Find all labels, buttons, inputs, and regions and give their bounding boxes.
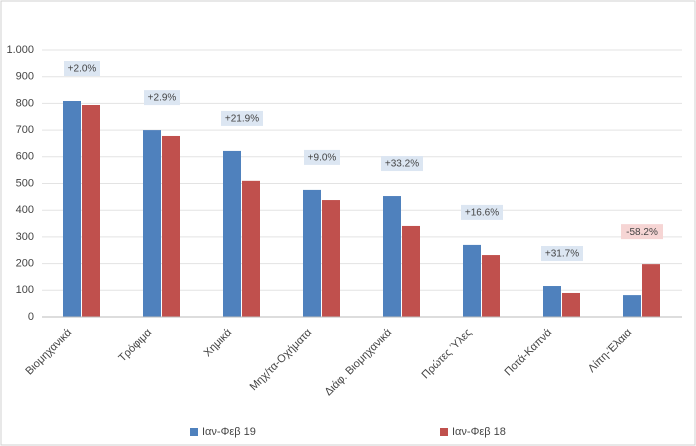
bar [162,135,180,317]
bar [63,100,81,317]
y-tick-label: 900 [16,71,34,83]
annotation: +16.6% [465,208,499,219]
bar [383,196,401,317]
legend-label: Ιαν-Φεβ 18 [452,426,506,438]
bar [623,295,641,317]
annotation: +2.9% [148,93,177,104]
y-tick-label: 200 [16,258,34,270]
legend-label: Ιαν-Φεβ 19 [202,426,256,438]
y-tick-label: 600 [16,151,34,163]
bar [482,255,500,317]
annotation-box [304,149,340,165]
legend-swatch [190,428,198,436]
annotation-box [541,246,583,262]
annotation: -58.2% [626,227,658,238]
annotation: +31.7% [545,249,579,260]
bar [223,150,241,317]
annotation-box [381,156,423,172]
annotation-box [221,110,263,126]
bar [562,292,580,317]
annotation: +2.0% [68,64,97,75]
bar [543,286,561,317]
annotation: +21.9% [225,114,259,125]
bar [463,244,481,317]
bar [322,200,340,317]
bar [642,264,660,317]
y-tick-label: 1.000 [6,44,34,56]
bar [303,189,321,317]
annotation-box [144,90,180,106]
bar [402,225,420,317]
bar [143,130,161,317]
y-tick-label: 0 [28,311,34,323]
bar [82,105,100,317]
y-tick-label: 300 [16,231,34,243]
annotation: +9.0% [308,153,337,164]
y-tick-label: 800 [16,97,34,109]
annotation: +33.2% [385,159,419,170]
y-tick-label: 400 [16,204,34,216]
legend-swatch [440,428,448,436]
y-tick-label: 100 [16,284,34,296]
bar [242,180,260,317]
annotation-box [461,204,503,220]
y-tick-label: 500 [16,177,34,189]
annotation-box [621,224,663,240]
y-tick-label: 700 [16,124,34,136]
annotation-box [64,60,100,76]
